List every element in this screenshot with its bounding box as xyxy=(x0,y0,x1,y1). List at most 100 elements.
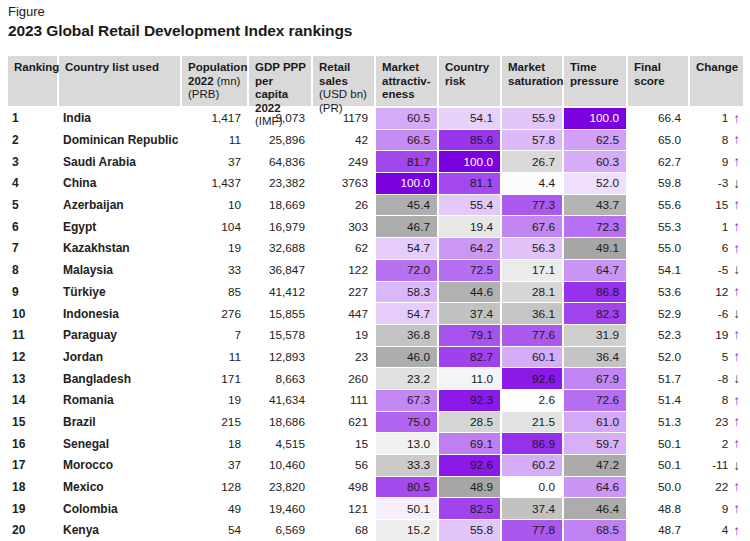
cell-country-risk: 11.0 xyxy=(439,368,500,390)
change-up-icon: ↑ xyxy=(733,198,740,212)
cell-time-pressure: 64.6 xyxy=(564,477,626,499)
cell-gdp-ppp: 23,382 xyxy=(249,173,311,195)
cell-change: -8↓ xyxy=(690,368,743,390)
cell-gdp-ppp: 4,515 xyxy=(249,433,311,455)
cell-retail-sales: 227 xyxy=(313,282,374,304)
cell-gdp-ppp: 23,820 xyxy=(249,477,311,499)
column-header-text: Country xyxy=(445,61,489,73)
cell-gdp-ppp: 41,634 xyxy=(249,390,311,412)
figure-kicker: Figure xyxy=(8,4,742,20)
cell-time-pressure: 62.5 xyxy=(564,130,626,152)
column-header-text: Final xyxy=(634,61,661,73)
change-value: -8 xyxy=(718,372,729,386)
cell-final-score: 65.0 xyxy=(628,130,688,152)
cell-final-score: 52.0 xyxy=(628,347,688,369)
cell-population: 37 xyxy=(182,151,247,173)
cell-retail-sales: 260 xyxy=(313,368,374,390)
change-value: -6 xyxy=(718,307,729,321)
cell-country: Senegal xyxy=(59,433,180,455)
cell-country-risk: 92.6 xyxy=(439,455,500,477)
change-down-icon: ↓ xyxy=(733,459,740,473)
cell-country: Paraguay xyxy=(59,325,180,347)
cell-population: 7 xyxy=(182,325,247,347)
change-up-icon: ↑ xyxy=(733,133,740,147)
cell-ranking: 2 xyxy=(8,130,57,152)
change-up-icon: ↑ xyxy=(733,524,740,538)
cell-market-attractiveness: 67.3 xyxy=(376,390,437,412)
cell-population: 171 xyxy=(182,368,247,390)
cell-population: 215 xyxy=(182,412,247,434)
cell-country: Dominican Republic xyxy=(59,130,180,152)
cell-change: 6↑ xyxy=(690,238,743,260)
cell-population: 85 xyxy=(182,282,247,304)
cell-time-pressure: 72.3 xyxy=(564,216,626,238)
cell-market-saturation: 92.6 xyxy=(502,368,562,390)
cell-ranking: 3 xyxy=(8,151,57,173)
change-up-icon: ↑ xyxy=(733,220,740,234)
cell-population: 19 xyxy=(182,238,247,260)
cell-change: 5↑ xyxy=(690,347,743,369)
cell-final-score: 51.7 xyxy=(628,368,688,390)
column-header-text: eness xyxy=(382,88,415,100)
cell-market-saturation: 2.6 xyxy=(502,390,562,412)
cell-market-attractiveness: 72.0 xyxy=(376,260,437,282)
cell-time-pressure: 67.9 xyxy=(564,368,626,390)
cell-retail-sales: 3763 xyxy=(313,173,374,195)
cell-market-attractiveness: 58.3 xyxy=(376,282,437,304)
cell-gdp-ppp: 18,686 xyxy=(249,412,311,434)
cell-market-attractiveness: 45.4 xyxy=(376,195,437,217)
column-header-text: saturation xyxy=(508,75,564,87)
cell-final-score: 55.6 xyxy=(628,195,688,217)
change-value: -5 xyxy=(718,263,729,277)
cell-market-attractiveness: 13.0 xyxy=(376,433,437,455)
cell-time-pressure: 64.7 xyxy=(564,260,626,282)
cell-market-attractiveness: 46.7 xyxy=(376,216,437,238)
change-value: 4 xyxy=(722,523,729,537)
cell-population: 1,417 xyxy=(182,108,247,130)
cell-market-attractiveness: 81.7 xyxy=(376,151,437,173)
cell-retail-sales: 62 xyxy=(313,238,374,260)
column-header-market-attractiveness: Marketattractiv-eness xyxy=(376,56,437,106)
cell-final-score: 55.0 xyxy=(628,238,688,260)
cell-final-score: 52.3 xyxy=(628,325,688,347)
column-header-text: attractiv- xyxy=(382,75,431,87)
cell-market-saturation: 28.1 xyxy=(502,282,562,304)
cell-gdp-ppp: 36,847 xyxy=(249,260,311,282)
cell-final-score: 54.1 xyxy=(628,260,688,282)
cell-market-attractiveness: 50.1 xyxy=(376,498,437,520)
change-value: 19 xyxy=(715,328,728,342)
cell-country: India xyxy=(59,108,180,130)
column-header-text: Ranking xyxy=(14,61,59,73)
cell-change: 22↑ xyxy=(690,477,743,499)
cell-ranking: 1 xyxy=(8,108,57,130)
column-header-time-pressure: Timepressure xyxy=(564,56,626,106)
cell-population: 49 xyxy=(182,498,247,520)
cell-change: 8↑ xyxy=(690,390,743,412)
figure-title: 2023 Global Retail Development Index ran… xyxy=(8,21,742,40)
column-header-text: Population xyxy=(188,61,247,73)
cell-retail-sales: 111 xyxy=(313,390,374,412)
cell-country-risk: 69.1 xyxy=(439,433,500,455)
cell-retail-sales: 15 xyxy=(313,433,374,455)
cell-country: Indonesia xyxy=(59,303,180,325)
column-header-retail-sales: Retail sales(USD bn)(PR) xyxy=(313,56,374,106)
cell-country: Colombia xyxy=(59,498,180,520)
cell-market-attractiveness: 15.2 xyxy=(376,520,437,541)
cell-country-risk: 48.9 xyxy=(439,477,500,499)
column-header-text: Market xyxy=(508,61,545,73)
cell-final-score: 62.7 xyxy=(628,151,688,173)
cell-ranking: 12 xyxy=(8,347,57,369)
cell-final-score: 48.7 xyxy=(628,520,688,541)
cell-ranking: 5 xyxy=(8,195,57,217)
cell-country-risk: 100.0 xyxy=(439,151,500,173)
cell-ranking: 9 xyxy=(8,282,57,304)
cell-population: 10 xyxy=(182,195,247,217)
change-value: 9 xyxy=(722,155,729,169)
change-up-icon: ↑ xyxy=(733,350,740,364)
cell-country: Egypt xyxy=(59,216,180,238)
column-header-text: (USD bn) xyxy=(319,88,367,100)
cell-retail-sales: 122 xyxy=(313,260,374,282)
cell-country-risk: 92.3 xyxy=(439,390,500,412)
cell-market-attractiveness: 66.5 xyxy=(376,130,437,152)
change-down-icon: ↓ xyxy=(733,177,740,191)
